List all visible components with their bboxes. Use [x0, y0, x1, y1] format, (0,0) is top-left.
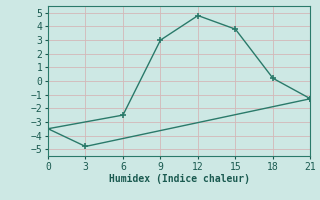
X-axis label: Humidex (Indice chaleur): Humidex (Indice chaleur): [109, 174, 250, 184]
